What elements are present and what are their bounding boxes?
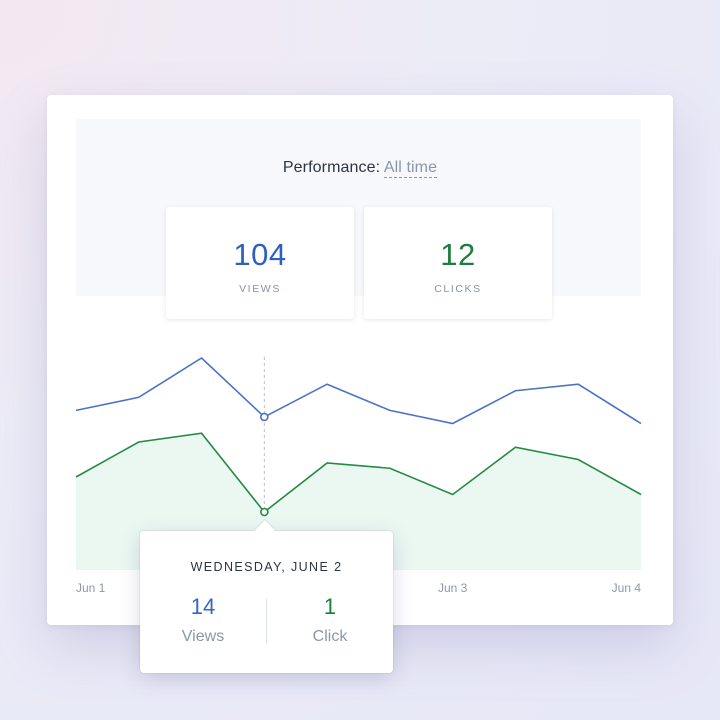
tooltip-clicks: 1 Click (267, 594, 393, 646)
chart-tooltip: WEDNESDAY, JUNE 2 14 Views 1 Click (140, 520, 393, 673)
clicks-series-line (75, 432, 642, 514)
x-tick-label: Jun 4 (612, 581, 642, 595)
views-stat-card: 104 VIEWS (166, 207, 354, 319)
tooltip-views: 14 Views (140, 594, 266, 646)
tooltip-clicks-label: Click (312, 628, 348, 645)
views-label: VIEWS (239, 283, 281, 295)
clicks-stat-card: 12 CLICKS (364, 207, 552, 319)
performance-header: Performance: All time (47, 159, 673, 178)
x-tick-label: Jun 3 (438, 581, 468, 595)
x-tick-label: Jun 1 (76, 581, 106, 595)
tooltip-views-value: 14 (190, 594, 216, 619)
tooltip-clicks-value: 1 (323, 594, 337, 619)
views-count: 104 (233, 237, 287, 272)
tooltip-views-label: Views (181, 628, 225, 645)
tooltip-divider (266, 599, 267, 643)
performance-card: Performance: All time 104 VIEWS 12 CLICK… (47, 95, 673, 625)
performance-label: Performance: (282, 159, 381, 176)
clicks-label: CLICKS (434, 283, 482, 295)
views-point (260, 412, 269, 422)
clicks-point (260, 507, 269, 517)
clicks-count: 12 (440, 237, 476, 272)
views-series-line (75, 356, 642, 425)
tooltip-date: WEDNESDAY, JUNE 2 (190, 560, 343, 574)
time-range-selector[interactable]: All time (383, 159, 438, 178)
